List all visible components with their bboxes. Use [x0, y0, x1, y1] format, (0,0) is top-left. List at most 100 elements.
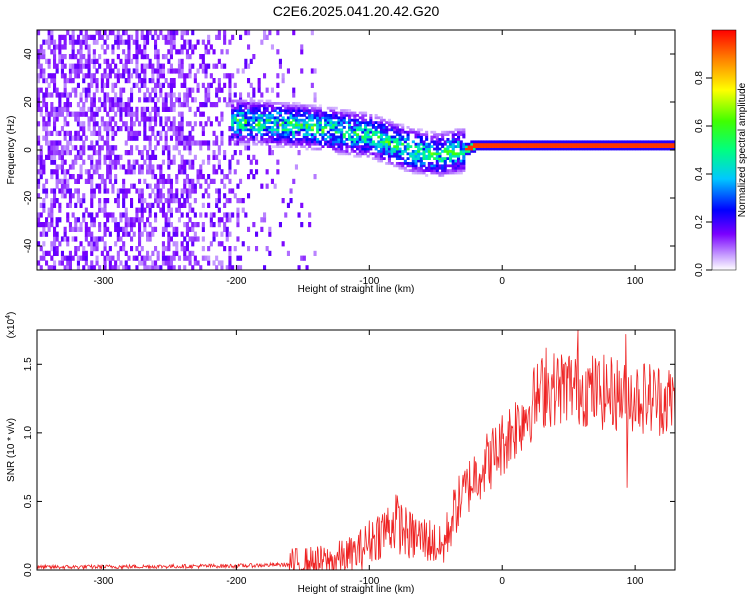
- spectrogram-carrier-cell: [348, 135, 352, 139]
- spectrogram-cell: [90, 82, 94, 88]
- spectrogram-cell: [156, 250, 160, 256]
- spectrogram-carrier-cell: [544, 142, 548, 146]
- spectrogram-cell: [37, 178, 41, 184]
- spectrogram-carrier-cell: [297, 121, 301, 124]
- spectrogram-carrier-cell: [297, 118, 301, 122]
- spectrogram-cell: [106, 34, 110, 40]
- spectrogram-cell: [220, 135, 224, 141]
- spectrogram-carrier-cell: [395, 142, 399, 146]
- spectrogram-cell: [84, 39, 88, 45]
- spectrogram-cell: [138, 169, 142, 175]
- spectrogram-carrier-cell: [241, 123, 245, 127]
- spectrogram-carrier-cell: [539, 145, 543, 148]
- spectrogram-cell: [193, 236, 197, 242]
- spectrogram-cell: [156, 198, 160, 204]
- spectrogram-cell: [90, 178, 94, 184]
- spectrogram-carrier-cell: [302, 109, 306, 112]
- spectrogram-cell: [172, 78, 176, 84]
- spectrogram-carrier-cell: [260, 104, 264, 108]
- spectrogram-cell: [193, 111, 197, 117]
- x-tick-label: 0: [499, 276, 505, 287]
- spectrogram-carrier-cell: [645, 145, 649, 148]
- spectrogram-carrier-cell: [534, 140, 538, 144]
- spectrogram-cell: [252, 174, 256, 180]
- spectrogram-carrier-cell: [512, 142, 516, 146]
- spectrogram-cell: [148, 154, 152, 160]
- spectrogram-cell: [92, 63, 96, 69]
- spectrogram-cell: [151, 260, 155, 266]
- spectrogram-carrier-cell: [249, 116, 253, 120]
- spectrogram-carrier-cell: [403, 169, 407, 172]
- spectrogram-cell: [159, 135, 163, 141]
- spectrogram-carrier-cell: [371, 145, 375, 148]
- spectrogram-cell: [236, 68, 240, 74]
- spectrogram-cell: [140, 198, 144, 204]
- spectrogram-cell: [167, 241, 171, 247]
- spectrogram-cell: [127, 188, 131, 194]
- spectrogram-cell: [116, 30, 120, 36]
- spectrogram-cell: [90, 154, 94, 160]
- spectrogram-cell: [154, 226, 158, 232]
- spectrogram-cell: [143, 44, 147, 50]
- spectrogram-carrier-cell: [276, 118, 280, 122]
- spectrogram-carrier-cell: [653, 145, 657, 148]
- spectrogram-carrier-cell: [401, 164, 405, 168]
- spectrogram-cell: [215, 169, 219, 175]
- spectrogram-carrier-cell: [268, 130, 272, 134]
- spectrogram-cell: [60, 188, 64, 194]
- spectrogram-carrier-cell: [353, 142, 357, 146]
- spectrogram-carrier-cell: [659, 147, 663, 151]
- spectrogram-cell: [228, 246, 232, 252]
- spectrogram-cell: [66, 178, 70, 184]
- spectrogram-carrier-cell: [443, 164, 447, 168]
- spectrogram-carrier-cell: [247, 116, 251, 120]
- spectrogram-cell: [47, 58, 51, 64]
- spectrogram-carrier-cell: [555, 147, 559, 151]
- spectrogram-cell: [257, 82, 261, 88]
- spectrogram-cell: [122, 188, 126, 194]
- spectrogram-cell: [172, 30, 176, 36]
- spectrogram-cell: [297, 212, 301, 218]
- spectrogram-cell: [58, 92, 62, 98]
- spectrogram-carrier-cell: [241, 118, 245, 122]
- spectrogram-carrier-cell: [276, 126, 280, 129]
- spectrogram-carrier-cell: [276, 140, 280, 144]
- spectrogram-cell: [87, 73, 91, 79]
- spectrogram-cell: [236, 140, 240, 146]
- spectrogram-carrier-cell: [340, 130, 344, 134]
- spectrogram-carrier-cell: [334, 140, 338, 144]
- spectrogram-cell: [183, 198, 187, 204]
- spectrogram-carrier-cell: [364, 114, 368, 117]
- spectrogram-cell: [108, 164, 112, 170]
- spectrogram-carrier-cell: [507, 145, 511, 148]
- spectrogram-cell: [95, 159, 99, 165]
- spectrogram-carrier-cell: [318, 109, 322, 112]
- spectrogram-carrier-cell: [398, 142, 402, 146]
- spectrogram-carrier-cell: [270, 145, 274, 148]
- spectrogram-carrier-cell: [310, 128, 314, 132]
- spectrogram-cell: [130, 58, 134, 64]
- spectrogram-cell: [191, 188, 195, 194]
- spectrogram-cell: [172, 231, 176, 237]
- spectrogram-carrier-cell: [582, 142, 586, 146]
- spectrogram-cell: [106, 58, 110, 64]
- spectrogram-carrier-cell: [358, 140, 362, 144]
- spectrogram-carrier-cell: [611, 147, 615, 151]
- spectrogram-carrier-cell: [393, 150, 397, 153]
- spectrogram-cell: [63, 265, 67, 270]
- spectrogram-carrier-cell: [289, 123, 293, 127]
- spectrogram-carrier-cell: [244, 118, 248, 122]
- spectrogram-carrier-cell: [451, 138, 455, 141]
- spectrogram-cell: [84, 236, 88, 242]
- spectrogram-carrier-cell: [398, 138, 402, 141]
- spectrogram-carrier-cell: [449, 171, 453, 175]
- spectrogram-carrier-cell: [278, 133, 282, 136]
- spectrogram-carrier-cell: [294, 142, 298, 146]
- spectrogram-carrier-cell: [239, 109, 243, 112]
- spectrogram-cell: [167, 236, 171, 242]
- spectrogram-cell: [50, 102, 54, 108]
- spectrogram-cell: [201, 246, 205, 252]
- spectrogram-cell: [106, 198, 110, 204]
- spectrogram-cell: [87, 241, 91, 247]
- spectrogram-cell: [183, 102, 187, 108]
